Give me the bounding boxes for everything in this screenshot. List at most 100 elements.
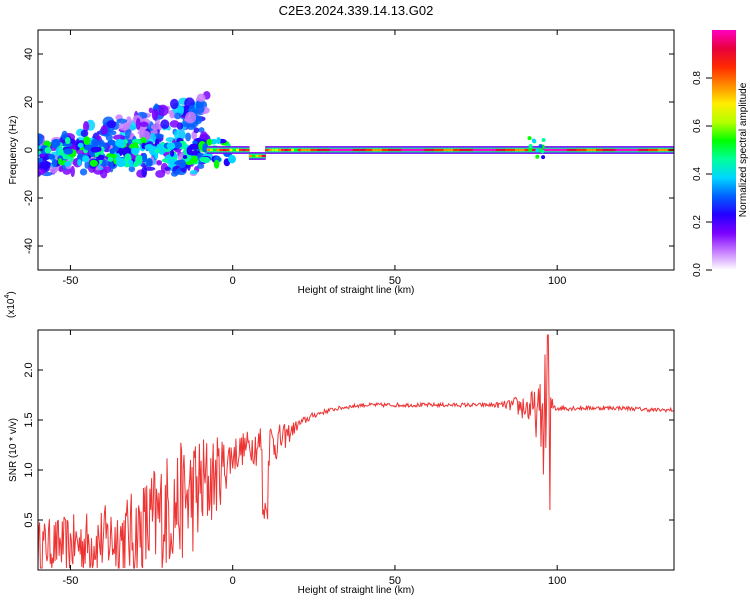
spectrogram-cell bbox=[189, 169, 198, 175]
spectrogram-cell bbox=[528, 144, 533, 149]
spectrogram-cell bbox=[459, 148, 464, 152]
spectrogram-cell bbox=[635, 148, 639, 152]
spectrogram-cell bbox=[343, 148, 347, 152]
spectrogram-cell bbox=[178, 159, 186, 169]
spectrogram-cell bbox=[576, 148, 581, 152]
spectrogram-cell bbox=[352, 148, 357, 152]
spectrogram-cell bbox=[188, 143, 199, 150]
spectrogram-cell bbox=[261, 154, 266, 158]
colorbar-tick-label: 0.2 bbox=[692, 215, 703, 229]
spectrogram-cell bbox=[427, 148, 432, 152]
spectrogram-cell bbox=[440, 148, 445, 152]
spectrogram-cell bbox=[150, 124, 162, 130]
spectrogram-cell bbox=[44, 146, 52, 154]
spectrogram-cell bbox=[195, 104, 205, 114]
spectrogram-cell bbox=[49, 164, 58, 174]
spectrogram-cell bbox=[57, 157, 63, 165]
spectrogram-cell bbox=[391, 148, 396, 152]
spectrogram-cell bbox=[167, 158, 176, 164]
spectrogram-cell bbox=[242, 148, 247, 152]
spectrogram-cell bbox=[544, 148, 549, 152]
spectrogram-cell bbox=[64, 136, 71, 145]
spectrogram-cell bbox=[535, 154, 540, 159]
spectrogram-cell bbox=[107, 156, 114, 162]
spectrogram-cell bbox=[527, 136, 532, 141]
spectrogram-cell bbox=[398, 148, 403, 152]
spectrogram-cell bbox=[317, 148, 321, 152]
spectrogram-cell bbox=[417, 148, 422, 152]
spectrogram-cell bbox=[197, 152, 203, 158]
spectrogram-cell bbox=[196, 93, 206, 103]
spectrogram-cell bbox=[118, 122, 130, 131]
y-tick-label: 1.0 bbox=[23, 462, 35, 477]
spectrogram-cell bbox=[226, 148, 231, 152]
spectrogram-cell bbox=[550, 148, 555, 152]
spectrogram-cell bbox=[602, 148, 607, 152]
spectrogram-cell bbox=[538, 144, 543, 149]
spectrogram-cell bbox=[127, 159, 134, 165]
spectrogram-cell bbox=[170, 150, 175, 157]
spectrogram-cell bbox=[560, 148, 565, 152]
spectrogram-cell bbox=[540, 149, 545, 154]
spectrogram-cell bbox=[151, 108, 159, 121]
spectrogram-cell bbox=[388, 148, 393, 152]
spectrogram-cell bbox=[596, 148, 601, 152]
spectrogram-cell bbox=[216, 148, 221, 152]
spectrogram-cell bbox=[235, 148, 240, 152]
spectrogram-cell bbox=[456, 148, 461, 152]
spectrogram-cell bbox=[553, 148, 558, 152]
spectrogram-cell bbox=[648, 148, 652, 152]
spectrogram-cell bbox=[201, 156, 211, 164]
spectrogram-cell bbox=[170, 171, 179, 177]
spectrogram-cell bbox=[579, 148, 584, 152]
spectrogram-cell bbox=[359, 148, 364, 152]
spectrogram-cell bbox=[70, 165, 75, 178]
snr-multiplier-exp: 4 bbox=[4, 295, 11, 299]
spectrogram-cell bbox=[255, 154, 260, 158]
spectrogram-cell bbox=[169, 120, 180, 128]
spectrogram-cell bbox=[191, 155, 198, 164]
spectrogram-cell bbox=[589, 148, 594, 152]
spectrogram-cell bbox=[174, 112, 182, 120]
spectrogram-cell bbox=[365, 148, 370, 152]
spectrogram-cell bbox=[502, 148, 506, 152]
spectrogram-cell bbox=[169, 112, 176, 119]
spectrogram-cell bbox=[368, 148, 373, 152]
spectrogram-cell bbox=[64, 161, 72, 167]
spectrogram-cell bbox=[142, 152, 148, 163]
spectrogram-cell bbox=[628, 148, 633, 152]
spectrogram-cell bbox=[106, 120, 117, 129]
spectrogram-cell bbox=[206, 148, 211, 152]
spectrogram-cell bbox=[320, 148, 325, 152]
spectrogram-cell bbox=[326, 148, 331, 152]
spectrogram-cell bbox=[115, 138, 125, 148]
spectrogram-cell bbox=[39, 159, 50, 171]
x-tick-label: 0 bbox=[230, 275, 236, 287]
spectrogram-cell bbox=[144, 143, 154, 151]
spectrogram-cell bbox=[356, 148, 360, 152]
x-tick-label: 50 bbox=[389, 575, 401, 587]
spectrogram-cell bbox=[265, 148, 270, 152]
spectrogram-cell bbox=[154, 148, 160, 153]
spectrogram-cell bbox=[185, 111, 197, 124]
spectrogram-cell bbox=[284, 148, 289, 152]
spectrogram-cell bbox=[245, 148, 250, 152]
spectrogram-cell bbox=[291, 148, 295, 152]
spectrogram-cell bbox=[336, 148, 341, 152]
spectrogram-cell bbox=[372, 148, 377, 152]
spectrogram-cell bbox=[206, 138, 213, 146]
spectrogram-cell bbox=[528, 147, 533, 152]
spectrogram-cell bbox=[618, 148, 623, 152]
spectrogram-cell bbox=[479, 148, 484, 152]
spectrogram-cell bbox=[492, 148, 497, 152]
spectrogram-cell bbox=[495, 148, 500, 152]
spectrogram-cell bbox=[297, 148, 302, 152]
spectrogram-cell bbox=[518, 148, 523, 152]
spectrogram-cell bbox=[563, 148, 568, 152]
spectrogram-cell bbox=[330, 148, 334, 152]
spectrogram-cell bbox=[38, 157, 44, 163]
spectrogram-cell bbox=[557, 148, 562, 152]
spectrogram-cell bbox=[213, 148, 218, 152]
spectrogram-cell bbox=[531, 148, 536, 152]
spectrogram-cell bbox=[424, 148, 429, 152]
